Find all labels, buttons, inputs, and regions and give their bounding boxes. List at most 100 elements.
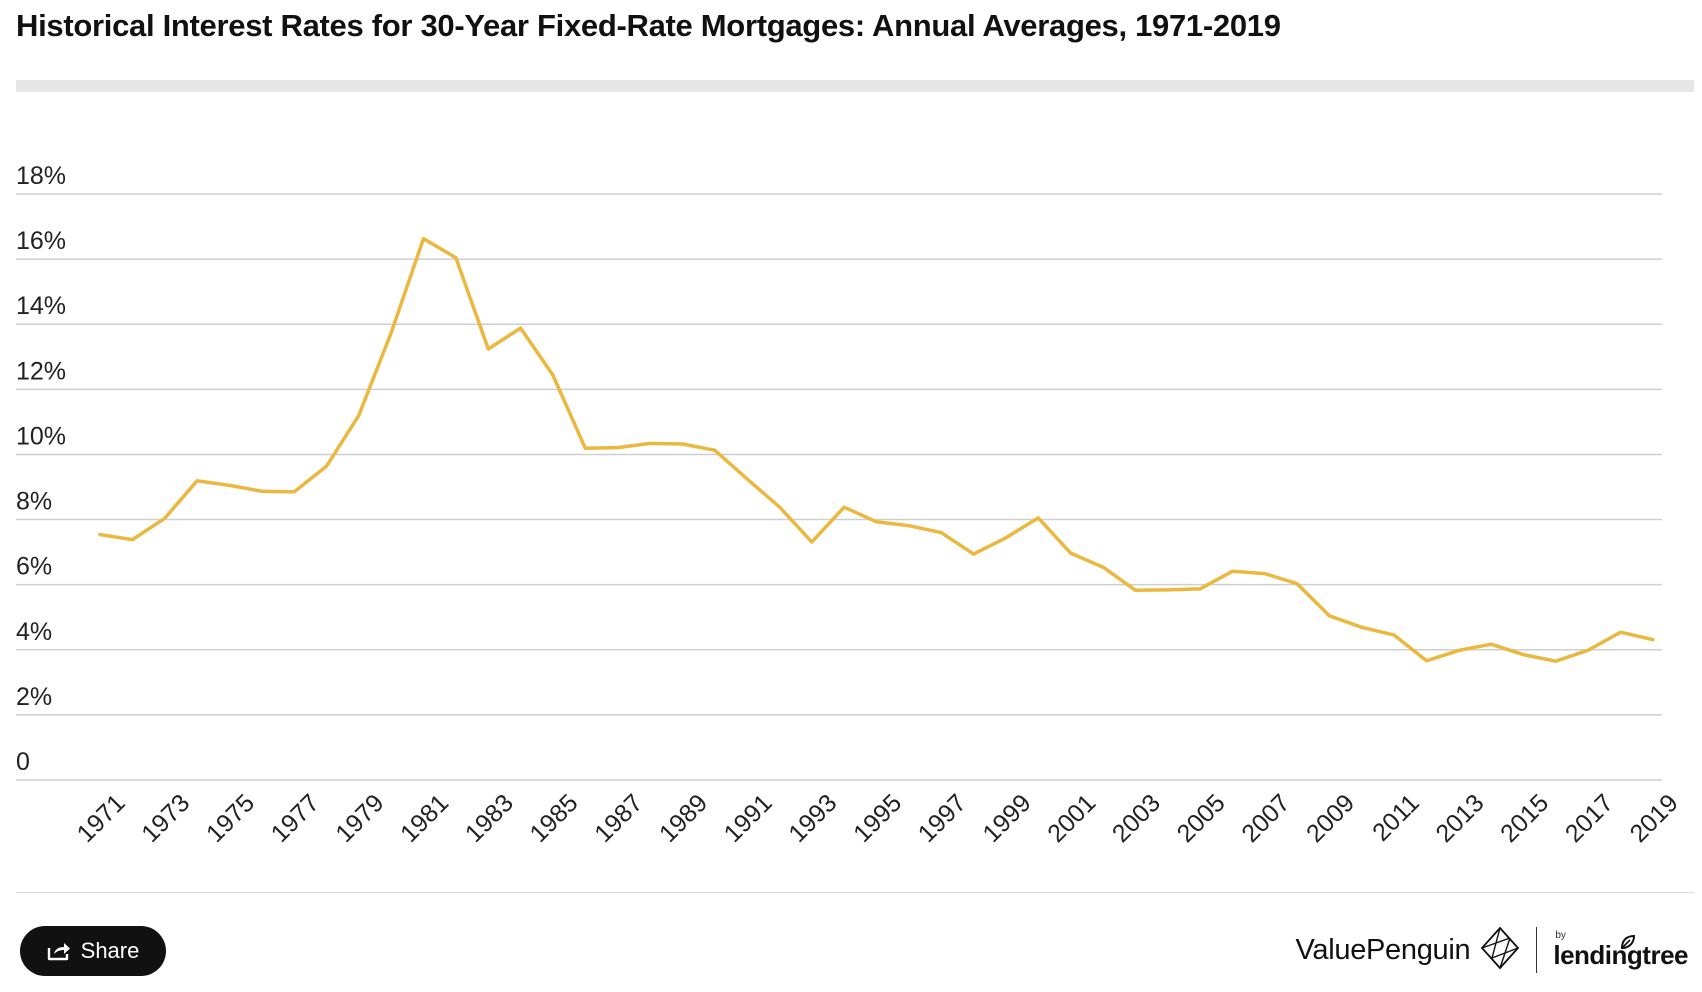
x-tick-label: 2003: [1107, 789, 1166, 848]
x-tick-label: 1993: [783, 789, 842, 848]
data-point[interactable]: [191, 475, 203, 487]
valuepenguin-logo-icon: [1480, 926, 1520, 975]
share-label: Share: [80, 938, 140, 963]
data-point[interactable]: [1323, 610, 1335, 622]
x-tick-label: 1971: [72, 789, 131, 848]
data-point[interactable]: [806, 536, 818, 548]
data-point[interactable]: [644, 437, 656, 449]
data-point[interactable]: [1097, 561, 1109, 573]
data-point[interactable]: [256, 485, 268, 497]
data-point[interactable]: [1162, 584, 1174, 596]
x-tick-label: 1985: [525, 789, 584, 848]
data-point[interactable]: [450, 252, 462, 264]
x-axis-ticks: 1971 1973 1975 1977 1979 1981 1983 1985 1987 1989…: [72, 789, 1684, 848]
valuepenguin-logo-text: ValuePenguin: [1295, 933, 1471, 966]
data-point[interactable]: [1582, 644, 1594, 656]
data-point[interactable]: [223, 479, 235, 491]
data-point[interactable]: [709, 444, 721, 456]
y-tick-label: 8%: [16, 488, 52, 516]
x-tick-label: 1997: [913, 789, 972, 848]
lendingtree-by: by: [1555, 930, 1566, 941]
data-point[interactable]: [612, 442, 624, 454]
data-point[interactable]: [353, 409, 365, 421]
x-tick-label: 2019: [1625, 789, 1684, 848]
brand-logos: ValuePenguin by lendingtree: [1295, 920, 1688, 980]
footer-divider: [16, 892, 1694, 893]
data-point[interactable]: [1226, 565, 1238, 577]
x-tick-label: 1989: [654, 789, 713, 848]
data-point[interactable]: [418, 233, 430, 245]
data-point[interactable]: [1550, 655, 1562, 667]
data-point[interactable]: [773, 501, 785, 513]
data-point[interactable]: [1453, 644, 1465, 656]
data-point[interactable]: [1421, 655, 1433, 667]
x-tick-label: 2017: [1560, 789, 1619, 848]
data-point[interactable]: [1032, 512, 1044, 524]
x-tick-label: 1977: [266, 789, 325, 848]
y-tick-label: 14%: [16, 292, 66, 320]
y-tick-label: 10%: [16, 422, 66, 450]
data-point[interactable]: [1000, 532, 1012, 544]
data-point[interactable]: [1194, 583, 1206, 595]
data-point[interactable]: [159, 512, 171, 524]
data-point[interactable]: [1129, 584, 1141, 596]
data-point[interactable]: [1065, 547, 1077, 559]
leaf-icon: [1621, 934, 1636, 950]
data-point[interactable]: [126, 534, 138, 546]
x-tick-label: 2015: [1495, 789, 1554, 848]
x-tick-label: 1981: [395, 789, 454, 848]
data-point[interactable]: [935, 527, 947, 539]
x-tick-label: 1999: [977, 789, 1036, 848]
data-point[interactable]: [676, 438, 688, 450]
x-tick-label: 2007: [1236, 789, 1295, 848]
data-point[interactable]: [1259, 568, 1271, 580]
data-point[interactable]: [482, 343, 494, 355]
data-point[interactable]: [320, 460, 332, 472]
data-point[interactable]: [515, 322, 527, 334]
line-chart: 02%4%6%8%10%12%14%16%18% 1971 1973 1975 197…: [16, 162, 1684, 848]
data-point[interactable]: [1485, 638, 1497, 650]
data-point[interactable]: [1291, 578, 1303, 590]
data-point[interactable]: [1615, 626, 1627, 638]
y-tick-label: 18%: [16, 162, 66, 190]
x-tick-label: 1979: [330, 789, 389, 848]
y-tick-label: 6%: [16, 553, 52, 581]
title-divider: [16, 80, 1694, 92]
lendingtree-logo-text: lendingtree: [1553, 940, 1688, 970]
series-layer: [94, 233, 1659, 667]
x-tick-label: 2009: [1301, 789, 1360, 848]
series-line: [98, 236, 1655, 663]
chart-title: Historical Interest Rates for 30-Year Fi…: [16, 8, 1281, 43]
data-point[interactable]: [741, 473, 753, 485]
data-point[interactable]: [288, 486, 300, 498]
data-point[interactable]: [838, 501, 850, 513]
data-point[interactable]: [385, 327, 397, 339]
x-tick-label: 1987: [589, 789, 648, 848]
x-tick-label: 2005: [1172, 789, 1231, 848]
y-tick-label: 12%: [16, 357, 66, 385]
x-tick-label: 1975: [201, 789, 260, 848]
data-point[interactable]: [579, 442, 591, 454]
data-point[interactable]: [1356, 621, 1368, 633]
y-tick-label: 16%: [16, 227, 66, 255]
data-point[interactable]: [968, 548, 980, 560]
data-point[interactable]: [871, 516, 883, 528]
gridlines: [16, 193, 1662, 781]
y-tick-label: 2%: [16, 683, 52, 711]
brand-divider: [1536, 927, 1538, 973]
share-button[interactable]: Share: [20, 926, 166, 976]
x-tick-label: 2001: [1042, 789, 1101, 848]
x-tick-label: 1973: [136, 789, 195, 848]
data-point[interactable]: [1647, 634, 1659, 646]
data-point[interactable]: [547, 369, 559, 381]
data-point[interactable]: [903, 520, 915, 532]
x-tick-label: 1995: [848, 789, 907, 848]
lendingtree-logo: by lendingtree: [1553, 930, 1688, 970]
data-point[interactable]: [1518, 649, 1530, 661]
x-tick-label: 2013: [1430, 789, 1489, 848]
data-point[interactable]: [94, 529, 106, 541]
data-point[interactable]: [1388, 629, 1400, 641]
y-axis-ticks: 0 2% 4% 6% 8% 10% 12% 14% 16% 18%: [16, 162, 66, 776]
y-tick-label: 4%: [16, 618, 52, 646]
share-icon: [47, 941, 71, 961]
